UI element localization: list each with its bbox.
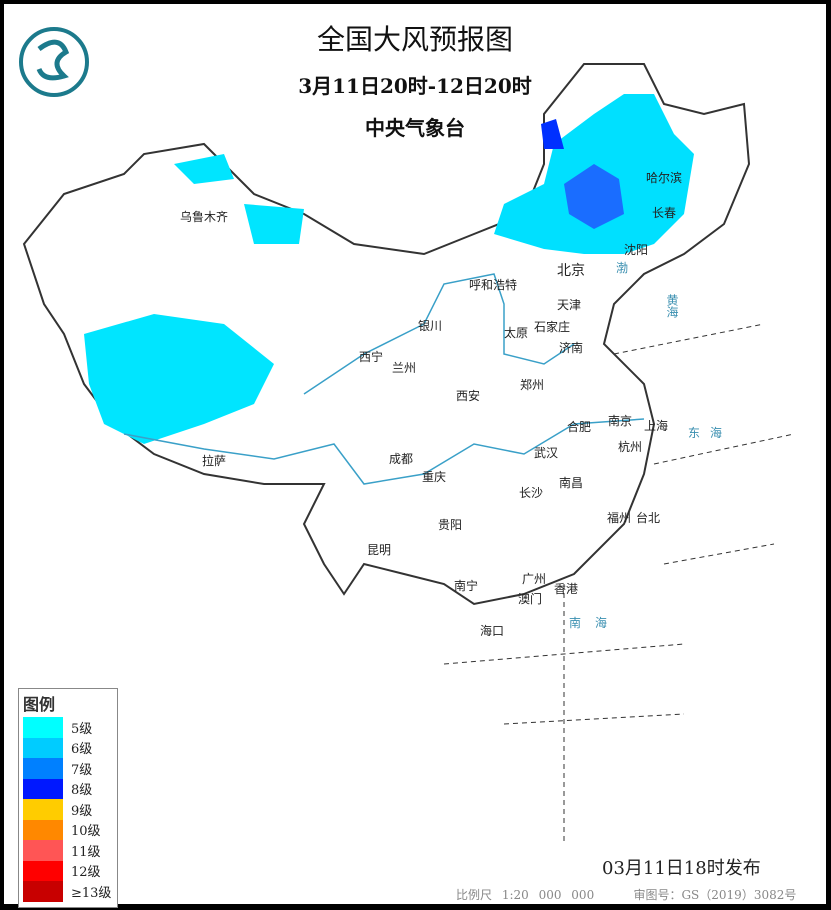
city-label: 香港	[554, 582, 579, 596]
legend-swatch	[23, 737, 63, 758]
legend-swatch	[23, 860, 63, 881]
city-label: 沈阳	[624, 243, 649, 257]
china-map	[19, 27, 795, 844]
city-label: 昆明	[367, 543, 392, 557]
legend-item: 5级	[19, 717, 117, 738]
legend-label: 10级	[71, 824, 101, 840]
legend-item: 7级	[19, 758, 117, 779]
yellow-river	[303, 273, 575, 395]
city-label: 南昌	[559, 476, 584, 490]
issue-time: 03月11日18时发布	[602, 858, 761, 879]
sea-label: 南海	[569, 616, 622, 630]
city-label: 贵阳	[438, 518, 463, 532]
sea-label: 黄海	[665, 294, 679, 318]
city-label: 重庆	[422, 470, 447, 484]
deep-blue-wind-area-2	[541, 119, 564, 149]
legend-item: 9级	[19, 799, 117, 820]
city-label: 南宁	[454, 579, 479, 593]
legend-swatch	[23, 758, 63, 779]
sea-boundary-lines	[443, 323, 795, 844]
legend-item: 11级	[19, 840, 117, 861]
city-label: 成都	[389, 452, 414, 466]
city-label: 长春	[652, 206, 677, 220]
city-label: 福州	[607, 511, 632, 525]
legend-item: 12级	[19, 860, 117, 881]
legend-swatch	[23, 717, 63, 738]
legend-swatch	[23, 778, 63, 799]
legend-item: ≥13级	[19, 881, 117, 902]
blue-wind-area-tibet	[84, 314, 274, 444]
map-frame: 全国大风预报图 3月11日20时-12日20时 中央气象台 乌鲁木齐 哈尔滨 长…	[4, 4, 826, 908]
city-label: 天津	[557, 298, 582, 312]
legend-swatch	[23, 881, 63, 902]
city-label: 西宁	[359, 350, 384, 364]
city-label: 海口	[480, 624, 505, 638]
city-label: 武汉	[534, 446, 559, 460]
legend-label: 7级	[71, 762, 93, 778]
city-label: 乌鲁木齐	[180, 210, 229, 224]
city-label: 南京	[608, 414, 633, 428]
yangtze-river	[123, 418, 645, 485]
city-label: 北京	[557, 263, 585, 279]
approval-number: 审图号：GS（2019）3082号	[633, 888, 797, 902]
legend-item: 8级	[19, 778, 117, 799]
deep-blue-wind-area	[564, 164, 624, 229]
city-label: 银川	[418, 319, 443, 333]
forecast-period: 3月11日20时-12日20时	[298, 74, 532, 98]
legend-label: 8级	[71, 783, 93, 799]
legend-swatch	[23, 799, 63, 820]
city-label: 西安	[456, 389, 481, 403]
city-label: 济南	[559, 341, 584, 355]
city-label: 呼和浩特	[469, 278, 518, 292]
legend-swatch	[23, 819, 63, 840]
legend-label: 5级	[71, 721, 93, 737]
city-label: 太原	[504, 326, 529, 340]
sea-label: 渤	[616, 261, 629, 275]
legend-swatch	[23, 840, 63, 861]
city-label: 澳门	[518, 592, 543, 606]
city-label: 台北	[636, 511, 661, 525]
city-label: 郑州	[520, 378, 545, 392]
legend: 图例 5级 6级 7级 8级 9级 10级 11级 12级 ≥13级	[18, 688, 118, 908]
logo	[19, 27, 89, 97]
city-label: 杭州	[618, 440, 643, 454]
legend-label: 9级	[71, 803, 93, 819]
legend-item: 10级	[19, 819, 117, 840]
blue-wind-area-xinjiang	[174, 154, 304, 244]
legend-title: 图例	[23, 695, 56, 714]
legend-label: 12级	[71, 865, 101, 881]
legend-item: 6级	[19, 737, 117, 758]
city-label: 长沙	[519, 486, 544, 500]
agency-name: 中央气象台	[365, 116, 465, 140]
city-label: 拉萨	[202, 454, 227, 468]
legend-label: ≥13级	[71, 885, 112, 901]
city-label: 哈尔滨	[646, 171, 683, 185]
map-title: 全国大风预报图	[316, 23, 513, 56]
city-label: 合肥	[567, 420, 592, 434]
scale-text: 比例尺 1:20 000 000	[456, 888, 595, 902]
legend-label: 6级	[71, 742, 93, 758]
city-label: 上海	[644, 419, 669, 433]
city-label: 兰州	[392, 361, 417, 375]
map-footer: 比例尺 1:20 000 000 审图号：GS（2019）3082号	[456, 886, 796, 903]
city-label: 石家庄	[534, 320, 571, 334]
sea-label: 东海	[688, 426, 733, 440]
legend-label: 11级	[71, 844, 101, 860]
city-label: 广州	[522, 572, 547, 586]
